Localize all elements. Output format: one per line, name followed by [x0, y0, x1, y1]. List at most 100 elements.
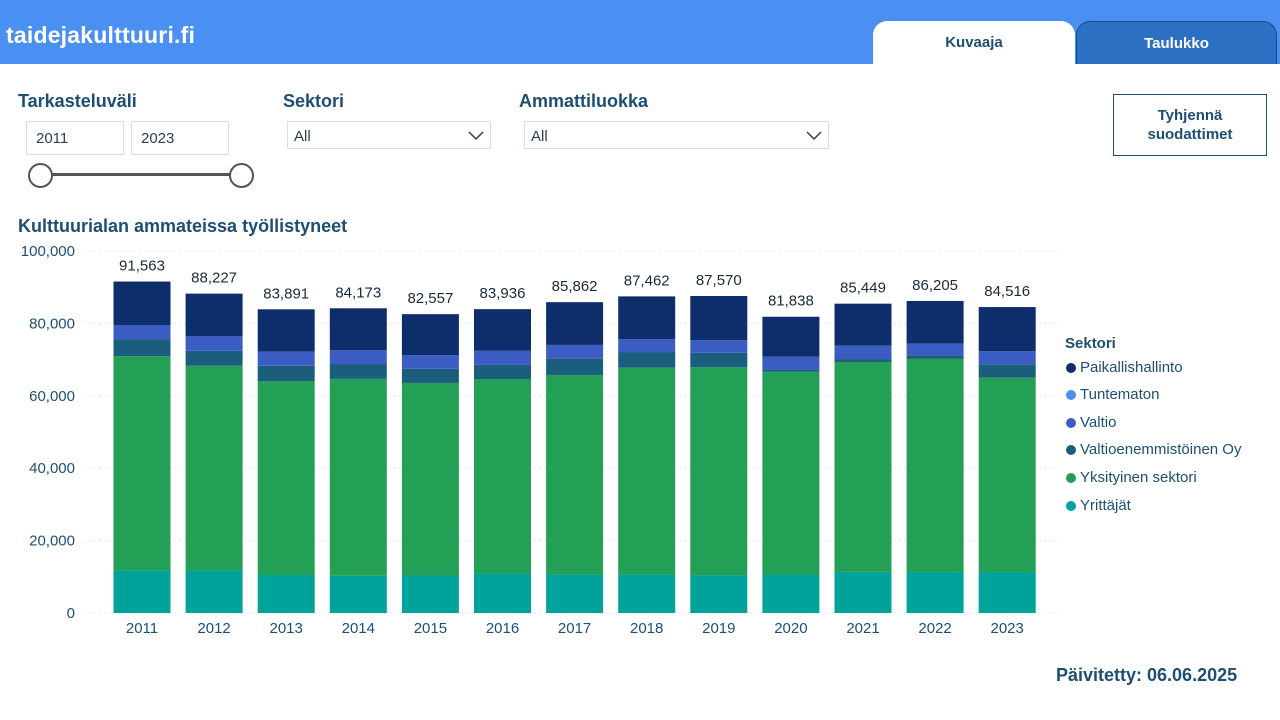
- bar-segment[interactable]: [690, 352, 748, 368]
- bar-segment[interactable]: [474, 364, 531, 380]
- updated-date: Päivitetty: 06.06.2025: [1056, 665, 1238, 685]
- range-end-input[interactable]: 2023: [131, 121, 229, 155]
- bar-segment[interactable]: [618, 339, 676, 353]
- bar-segment[interactable]: [762, 356, 820, 370]
- bar-segment[interactable]: [546, 374, 604, 575]
- bar-segment[interactable]: [690, 575, 748, 613]
- bar-segment[interactable]: [978, 377, 1036, 573]
- bar-segment[interactable]: [401, 355, 459, 369]
- bar-segment[interactable]: [113, 281, 171, 325]
- bar-segment[interactable]: [185, 336, 243, 351]
- bar-segment[interactable]: [474, 379, 531, 574]
- bar-total-label: 81,838: [768, 293, 814, 310]
- bar-segment[interactable]: [329, 308, 387, 351]
- bar-segment[interactable]: [978, 307, 1036, 352]
- bar-segment[interactable]: [257, 365, 315, 382]
- bar-segment[interactable]: [834, 345, 892, 360]
- bar-segment[interactable]: [401, 314, 459, 356]
- bar-total-label: 91,563: [119, 258, 165, 275]
- bar-segment[interactable]: [690, 367, 748, 576]
- bar-segment[interactable]: [618, 574, 676, 613]
- bar-segment[interactable]: [257, 351, 315, 366]
- legend-dot-icon: [1066, 417, 1076, 428]
- bar-segment[interactable]: [329, 575, 387, 613]
- bar-segment[interactable]: [762, 371, 820, 575]
- legend-label: Tuntematon: [1080, 386, 1160, 404]
- bar-segment[interactable]: [906, 300, 964, 344]
- bar-segment[interactable]: [906, 355, 964, 359]
- tab-taulukko[interactable]: Taulukko: [1076, 21, 1277, 64]
- bar-total-label: 85,862: [552, 278, 598, 295]
- bar-segment[interactable]: [834, 361, 892, 572]
- bar-segment[interactable]: [113, 356, 171, 571]
- bar-segment[interactable]: [978, 572, 1036, 613]
- bar-segment[interactable]: [546, 574, 604, 613]
- range-start-input[interactable]: 2011: [26, 121, 124, 155]
- occupation-dropdown[interactable]: All: [524, 121, 829, 149]
- bar-segment[interactable]: [762, 574, 820, 613]
- bar-segment[interactable]: [113, 324, 171, 340]
- bar-segment[interactable]: [690, 295, 748, 341]
- bar-segment[interactable]: [906, 572, 964, 613]
- bar-segment[interactable]: [185, 570, 243, 613]
- x-tick-label: 2019: [702, 620, 735, 637]
- bar-total-label: 88,227: [191, 270, 237, 287]
- bar-segment[interactable]: [906, 358, 964, 573]
- bar-segment[interactable]: [762, 316, 820, 357]
- bar-segment[interactable]: [329, 350, 387, 365]
- legend-dot-icon: [1066, 390, 1076, 401]
- bar-segment[interactable]: [113, 339, 171, 357]
- legend-item[interactable]: Yrittäjät: [1066, 495, 1131, 515]
- range-slider-track[interactable]: [40, 173, 242, 176]
- bar-segment[interactable]: [546, 344, 604, 359]
- bar-segment[interactable]: [474, 573, 531, 613]
- legend-item[interactable]: Valtioenemmistöinen Oy: [1066, 440, 1241, 460]
- bar-segment[interactable]: [690, 340, 748, 353]
- bar-segment[interactable]: [978, 351, 1036, 365]
- bar-segment[interactable]: [906, 343, 964, 356]
- bar-segment[interactable]: [978, 364, 1036, 378]
- bar-segment[interactable]: [834, 359, 892, 362]
- bar-segment[interactable]: [401, 575, 459, 613]
- bar-segment[interactable]: [329, 364, 387, 379]
- bar-segment[interactable]: [546, 302, 604, 345]
- bar-segment[interactable]: [618, 296, 676, 340]
- header-bar: taidejakulttuuri.fi Kuvaaja Taulukko: [0, 0, 1280, 64]
- sector-dropdown[interactable]: All: [287, 121, 491, 149]
- bar-segment[interactable]: [257, 381, 315, 576]
- bar-segment[interactable]: [185, 365, 243, 571]
- legend-label: Valtio: [1080, 413, 1117, 431]
- bar-segment[interactable]: [257, 575, 315, 613]
- legend-item[interactable]: Yksityinen sektori: [1066, 467, 1197, 487]
- range-slider-start-handle[interactable]: [28, 163, 53, 188]
- brand-logo-text[interactable]: taidejakulttuuri.fi: [6, 22, 196, 48]
- clear-filters-button[interactable]: Tyhjennä suodattimet: [1113, 94, 1267, 156]
- x-tick-label: 2020: [774, 620, 807, 637]
- bar-segment[interactable]: [546, 358, 604, 375]
- legend-item[interactable]: Valtio: [1066, 412, 1116, 432]
- chevron-down-icon: [468, 131, 484, 141]
- bar-segment[interactable]: [329, 378, 387, 576]
- bar-segment[interactable]: [474, 309, 531, 351]
- bar-segment[interactable]: [618, 352, 676, 368]
- bar-segment[interactable]: [401, 368, 459, 383]
- bar-segment[interactable]: [618, 367, 676, 575]
- bar-segment[interactable]: [185, 350, 243, 366]
- y-tick-label: 40,000: [29, 460, 75, 477]
- bar-segment[interactable]: [834, 303, 892, 346]
- occupation-filter-label: Ammattiluokka: [519, 91, 649, 111]
- chart-title: Kulttuurialan ammateissa työllistyneet: [18, 216, 348, 236]
- bar-segment[interactable]: [834, 571, 892, 613]
- legend-title: Sektori: [1065, 335, 1116, 352]
- tab-kuvaaja[interactable]: Kuvaaja: [873, 21, 1075, 64]
- bar-segment[interactable]: [113, 570, 171, 613]
- bar-total-label: 82,557: [407, 290, 453, 307]
- bar-segment[interactable]: [474, 350, 531, 365]
- bar-segment[interactable]: [185, 293, 243, 337]
- legend-item[interactable]: Tuntematon: [1066, 385, 1160, 405]
- bar-segment[interactable]: [762, 369, 820, 372]
- bar-segment[interactable]: [401, 382, 459, 576]
- bar-segment[interactable]: [257, 309, 315, 352]
- range-slider-end-handle[interactable]: [229, 163, 254, 188]
- legend-item[interactable]: Paikallishallinto: [1066, 357, 1183, 377]
